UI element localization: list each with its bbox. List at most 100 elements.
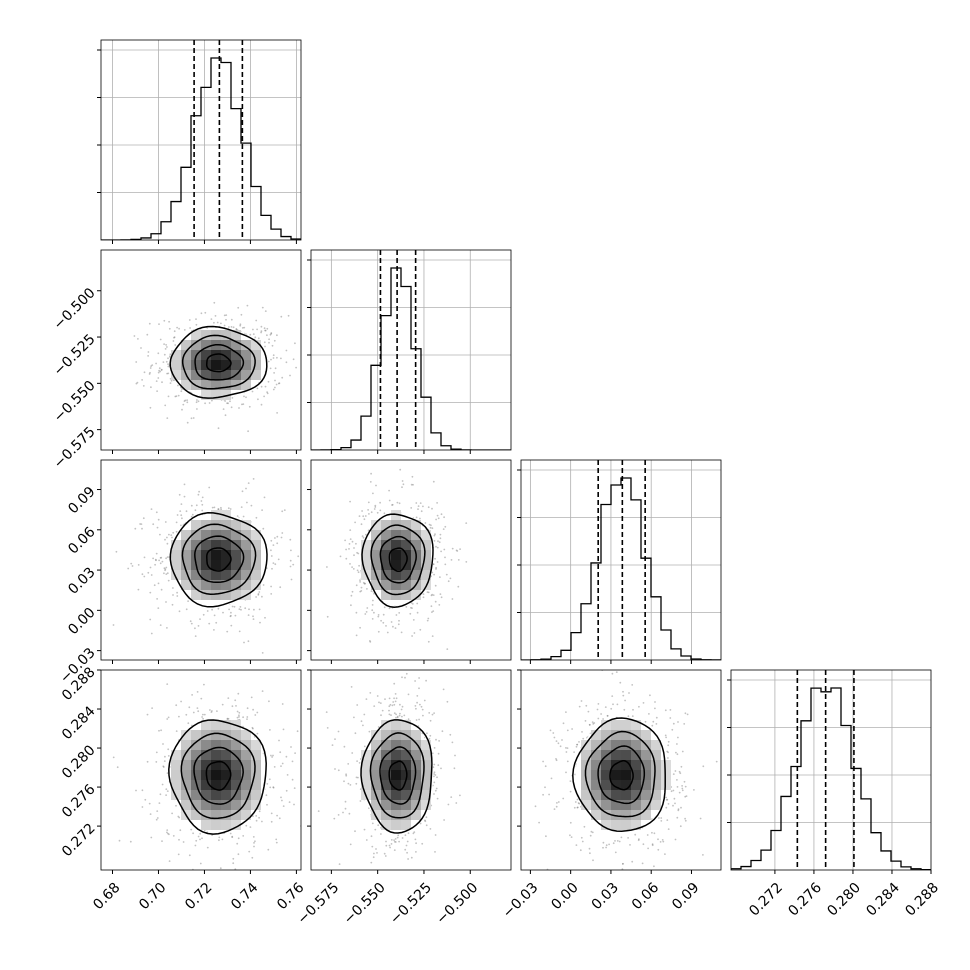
density-cell — [621, 720, 631, 730]
sample-point — [170, 379, 173, 382]
sample-point — [197, 872, 199, 874]
density-cell — [391, 750, 401, 760]
density-cell — [381, 800, 391, 810]
sample-point — [658, 817, 660, 819]
sample-point — [238, 630, 241, 633]
density-cell — [201, 790, 211, 800]
sample-point — [445, 573, 448, 576]
sample-point — [223, 324, 226, 327]
sample-point — [257, 593, 260, 595]
sample-point — [347, 782, 350, 785]
sample-point — [667, 751, 669, 754]
sample-point — [345, 774, 348, 777]
density-cell — [401, 740, 411, 750]
sample-point — [179, 510, 182, 512]
contour-line — [205, 353, 232, 373]
sample-point — [381, 709, 384, 712]
sample-point — [180, 514, 183, 517]
sample-point — [443, 819, 445, 821]
sample-point — [183, 329, 186, 331]
sample-point — [281, 703, 284, 705]
sample-point — [676, 779, 678, 781]
sample-point — [380, 714, 382, 717]
density-cell — [171, 780, 181, 790]
density-cell — [211, 550, 221, 560]
density-cell — [601, 760, 611, 770]
sample-point — [412, 619, 415, 621]
density-cell — [401, 720, 411, 730]
sample-point — [258, 810, 261, 813]
sample-point — [198, 490, 201, 493]
density-cell — [391, 570, 401, 580]
sample-point — [252, 328, 254, 331]
sample-point — [230, 624, 233, 627]
sample-point — [370, 835, 373, 838]
density-cell — [661, 770, 671, 780]
sample-point — [238, 711, 241, 714]
sample-point — [270, 754, 272, 757]
density-cell — [191, 760, 201, 770]
density-cell — [201, 530, 211, 540]
sample-point — [359, 581, 361, 583]
sample-point — [573, 751, 575, 753]
sample-point — [187, 722, 190, 725]
y-tick-label: 0.272 — [59, 820, 99, 860]
sample-point — [407, 693, 410, 696]
sample-point — [644, 720, 647, 723]
density-cell — [401, 750, 411, 760]
sample-point — [241, 403, 243, 406]
sample-point — [394, 693, 397, 695]
sample-point — [261, 820, 263, 823]
sample-point — [280, 357, 282, 360]
sample-point — [286, 774, 289, 776]
density-cell — [201, 380, 211, 390]
sample-point — [164, 348, 167, 350]
sample-point — [189, 620, 192, 623]
density-cell — [251, 350, 261, 360]
density-cell — [401, 780, 411, 790]
sample-point — [444, 563, 447, 566]
sample-point — [591, 831, 594, 834]
sample-point — [230, 406, 233, 409]
density-cell — [221, 750, 231, 760]
sample-point — [155, 559, 157, 562]
sample-point — [354, 830, 356, 833]
sample-point — [176, 591, 179, 594]
density-cell — [191, 340, 201, 350]
density-cell — [241, 730, 251, 740]
density-cell — [621, 820, 631, 830]
sample-point — [561, 739, 563, 741]
sample-point — [230, 614, 232, 617]
sample-point — [379, 501, 381, 504]
sample-point — [550, 777, 553, 780]
sample-point — [569, 780, 572, 782]
sample-point — [255, 596, 257, 598]
sample-point — [400, 708, 403, 711]
density-cell — [221, 530, 231, 540]
sample-point — [162, 743, 164, 745]
density-cell — [391, 760, 401, 770]
density-cell — [191, 580, 201, 590]
sample-point — [427, 506, 430, 509]
sample-point — [167, 832, 169, 835]
density-cell — [201, 760, 211, 770]
sample-point — [217, 508, 220, 510]
sample-point — [371, 609, 374, 612]
sample-point — [263, 395, 265, 398]
sample-point — [259, 621, 261, 624]
sample-point — [379, 509, 382, 512]
sample-point — [431, 752, 434, 755]
sample-point — [218, 836, 221, 839]
sample-point — [433, 712, 435, 714]
sample-point — [388, 713, 391, 716]
sample-point — [368, 513, 370, 515]
sample-point — [404, 848, 407, 851]
sample-point — [201, 503, 204, 506]
sample-point — [581, 840, 584, 843]
sample-point — [433, 773, 435, 775]
sample-point — [175, 730, 178, 732]
sample-point — [159, 533, 161, 536]
sample-point — [422, 593, 425, 595]
sample-point — [229, 615, 232, 618]
